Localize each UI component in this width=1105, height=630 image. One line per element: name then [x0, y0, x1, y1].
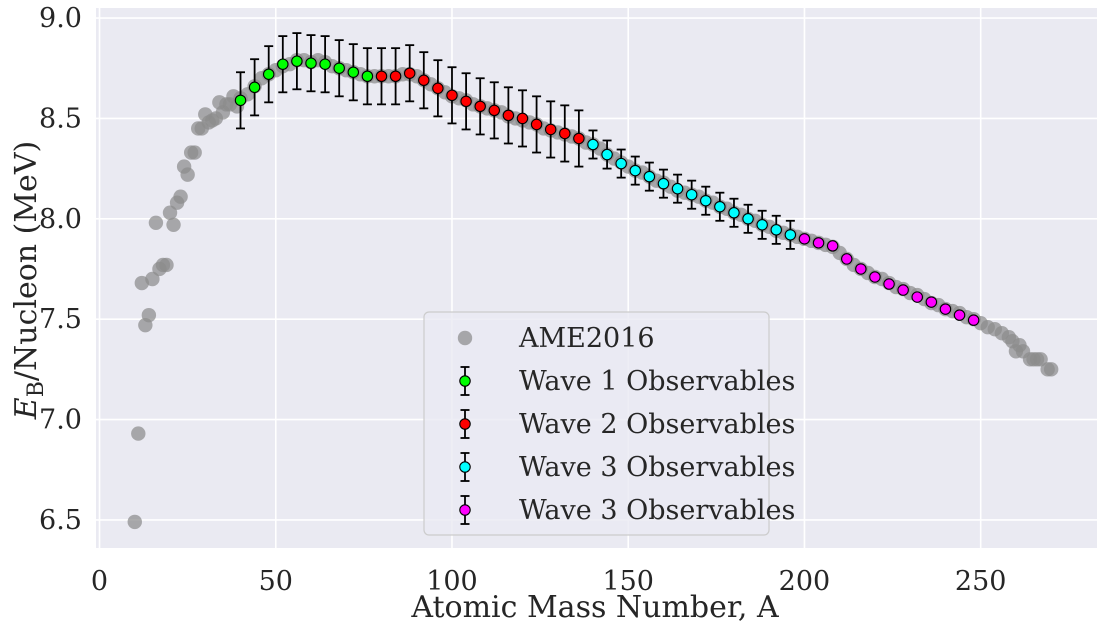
legend-label: Wave 3 Observables: [519, 452, 795, 483]
ame-point: [173, 189, 188, 204]
legend-marker: [459, 461, 471, 473]
legend-label: Wave 3 Observables: [519, 495, 795, 526]
wave-point: [685, 188, 698, 201]
ame-point: [145, 271, 160, 287]
wave-point: [784, 229, 797, 241]
wave-point: [840, 253, 853, 265]
ame-point: [141, 307, 157, 323]
wave-point: [967, 314, 980, 326]
wave-point: [544, 123, 557, 136]
wave-point: [361, 70, 374, 83]
wave-point: [700, 194, 712, 207]
wave-point: [742, 213, 754, 225]
x-ticks: 0 50 100 150 200 250: [91, 566, 1007, 597]
legend-label: AME2016: [518, 323, 655, 354]
wave-point: [728, 207, 740, 219]
wave-point: [953, 309, 966, 321]
wave-point: [559, 127, 571, 140]
x-tick-label: 50: [259, 566, 293, 597]
wave-point: [925, 296, 938, 308]
x-tick-label: 150: [602, 566, 654, 597]
ame-point: [131, 426, 146, 441]
wave-point: [403, 67, 416, 79]
wave-point: [573, 132, 585, 145]
legend-marker: [459, 504, 471, 516]
wave-point: [657, 177, 670, 190]
ame-point: [1043, 362, 1059, 377]
x-tick-label: 100: [426, 566, 478, 597]
wave-point: [812, 237, 825, 249]
wave-points: [234, 55, 980, 326]
ame-point: [162, 205, 178, 220]
legend-box: [423, 311, 770, 536]
wave-point: [375, 70, 388, 83]
y-tick-label: 8.5: [39, 103, 82, 134]
wave-point: [869, 271, 881, 283]
x-axis-title: Atomic Mass Number, A: [410, 590, 779, 625]
wave-point: [333, 62, 345, 74]
wave-point: [460, 95, 472, 108]
ame-point: [187, 145, 202, 160]
wave-point: [714, 200, 726, 213]
wave-point: [418, 74, 430, 87]
y-tick-label: 7.5: [39, 304, 82, 335]
legend: AME2016 Wave 1 Observables Wave 2 Observab…: [423, 311, 795, 536]
x-tick-label: 250: [955, 566, 1007, 597]
ame-point: [1033, 352, 1048, 367]
y-axis-title-rest: /Nucleon (MeV): [9, 141, 44, 381]
legend-label: Wave 1 Observables: [519, 366, 795, 397]
ame-point: [127, 514, 142, 530]
wave-point: [488, 104, 501, 117]
wave-point: [277, 58, 289, 70]
ame-point: [166, 217, 181, 233]
ame-point: [159, 257, 174, 273]
wave-point: [248, 81, 261, 94]
ame-point: [148, 215, 164, 230]
wave-point: [601, 148, 613, 161]
legend-marker: [459, 375, 471, 387]
wave-point: [305, 57, 317, 69]
y-tick-label: 7.0: [39, 405, 82, 436]
wave-point: [446, 89, 458, 102]
wave-point: [587, 138, 599, 151]
y-axis-title-subscript: B: [24, 381, 49, 397]
wave-point: [432, 82, 444, 95]
wave-point: [319, 58, 331, 70]
wave-point: [939, 303, 952, 315]
wave-point: [855, 263, 867, 275]
wave-point: [798, 233, 811, 245]
wave-point: [756, 219, 768, 231]
ame-point: [180, 167, 195, 182]
wave-point: [516, 112, 529, 125]
wave-point: [291, 55, 303, 67]
y-tick-label: 6.5: [39, 505, 82, 536]
wave-point: [643, 170, 656, 183]
wave-point: [883, 278, 895, 290]
y-tick-label: 9.0: [39, 3, 82, 34]
x-tick-label: 0: [91, 566, 108, 597]
wave-point: [671, 182, 684, 195]
wave-point: [234, 94, 247, 107]
wave-point: [530, 118, 543, 131]
wave-point: [897, 284, 909, 296]
wave-point: [629, 164, 642, 177]
legend-marker-ame: [457, 330, 473, 346]
x-tick-label: 200: [779, 566, 831, 597]
wave-point: [389, 70, 402, 83]
y-ticks: 6.5 7.0 7.5 8.0 8.5 9.0: [39, 3, 82, 536]
y-axis-title: EB/Nucleon (MeV): [9, 141, 49, 420]
wave-point: [770, 224, 783, 236]
legend-marker: [459, 418, 471, 430]
wave-point: [826, 240, 839, 252]
wave-point: [474, 100, 486, 113]
wave-point: [615, 157, 627, 170]
wave-point: [262, 68, 275, 80]
y-tick-label: 8.0: [39, 204, 82, 235]
y-axis-title-symbol: E: [9, 397, 44, 420]
legend-label: Wave 2 Observables: [519, 409, 795, 440]
wave-point: [502, 109, 515, 122]
wave-point: [347, 66, 360, 78]
wave-point: [911, 291, 923, 303]
